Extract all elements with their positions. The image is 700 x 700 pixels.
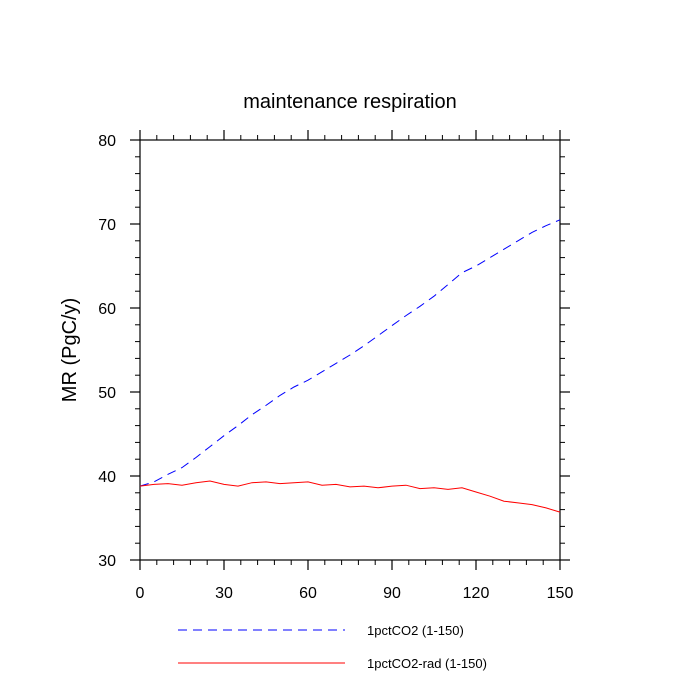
chart-title: maintenance respiration	[243, 91, 456, 113]
y-tick-label: 60	[98, 301, 116, 318]
x-tick-label: 120	[463, 585, 490, 602]
y-axis-label: MR (PgC/y)	[59, 298, 81, 402]
series-line-2	[139, 480, 561, 513]
legend-label-2: 1pctCO2-rad (1-150)	[367, 656, 487, 671]
series-layer	[139, 219, 561, 513]
y-tick-label: 70	[98, 217, 116, 234]
plot-frame	[139, 139, 561, 561]
y-tick-label: 80	[98, 133, 116, 150]
plot-area: 0 30 60 90 120 150 30 40 50 60 70 80	[98, 130, 573, 602]
x-tick-label: 60	[299, 585, 317, 602]
legend-label-1: 1pctCO2 (1-150)	[367, 623, 464, 638]
series-line-1	[139, 219, 561, 487]
y-tick-label: 50	[98, 385, 116, 402]
x-tick-label: 0	[136, 585, 145, 602]
x-tick-label: 150	[547, 585, 574, 602]
y-tick-label: 30	[98, 553, 116, 570]
legend: 1pctCO2 (1-150) 1pctCO2-rad (1-150)	[178, 623, 487, 671]
x-tick-label: 30	[215, 585, 233, 602]
y-tick-label: 40	[98, 469, 116, 486]
x-tick-label: 90	[383, 585, 401, 602]
